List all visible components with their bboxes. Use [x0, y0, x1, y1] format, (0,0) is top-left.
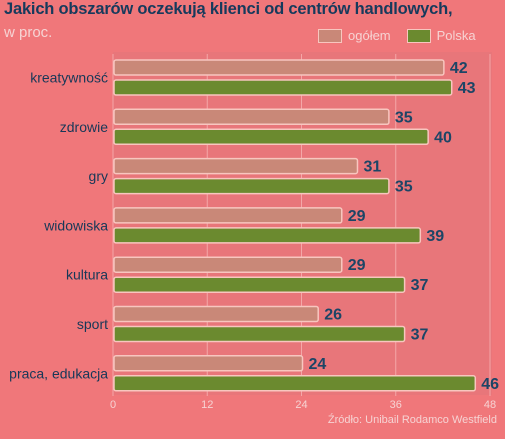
- bar-ogolem: [113, 157, 359, 175]
- bar-ogolem: [113, 108, 390, 126]
- bar-polska: [113, 79, 453, 96]
- legend: ogółem Polska: [318, 28, 492, 43]
- category-label: praca, edukacja: [9, 365, 108, 381]
- value-label: 37: [411, 327, 429, 344]
- legend-item-polska: Polska: [406, 28, 476, 43]
- bar-ogolem: [113, 305, 319, 323]
- legend-label-polska: Polska: [436, 28, 476, 43]
- value-label: 37: [411, 277, 429, 294]
- bar-ogolem: [113, 256, 343, 273]
- bar-polska: [113, 276, 406, 293]
- source-note: Źródło: Unibail Rodamco Westfield: [327, 414, 497, 426]
- chart-title: Jakich obszarów oczekują klienci od cent…: [4, 0, 453, 18]
- category-label: kultura: [66, 267, 108, 283]
- bar-ogolem: [113, 207, 343, 224]
- category-label: sport: [77, 316, 108, 332]
- bar-polska: [113, 375, 477, 392]
- value-label: 29: [348, 257, 366, 274]
- x-tick-label: 0: [110, 399, 116, 411]
- value-label: 39: [426, 228, 444, 245]
- category-label: gry: [89, 168, 108, 184]
- value-label: 42: [450, 60, 468, 77]
- chart-subtitle: w proc.: [4, 24, 53, 41]
- value-label: 40: [434, 129, 452, 146]
- legend-label-ogolem: ogółem: [348, 28, 391, 43]
- bar-polska: [113, 128, 429, 146]
- value-label: 43: [458, 80, 476, 97]
- legend-swatch-ogolem: [318, 28, 342, 43]
- category-label: kreatywność: [30, 70, 108, 86]
- x-tick-label: 12: [201, 399, 213, 411]
- category-label: widowiska: [43, 217, 108, 233]
- value-label: 35: [395, 179, 413, 196]
- x-tick-label: 36: [390, 399, 402, 411]
- legend-item-ogolem: ogółem: [318, 28, 391, 43]
- x-tick-label: 48: [484, 399, 496, 411]
- bar-ogolem: [113, 59, 445, 76]
- value-label: 35: [395, 109, 413, 126]
- value-label: 46: [481, 376, 499, 393]
- bar-ogolem: [113, 355, 304, 372]
- x-tick-label: 24: [295, 399, 307, 411]
- value-label: 31: [363, 159, 381, 176]
- value-label: 29: [348, 208, 366, 225]
- value-label: 26: [324, 307, 342, 324]
- bar-polska: [113, 177, 390, 195]
- bar-polska: [113, 227, 422, 244]
- legend-swatch-polska: [406, 28, 431, 43]
- bar-polska: [113, 325, 406, 343]
- value-label: 24: [309, 356, 327, 373]
- category-label: zdrowie: [60, 119, 108, 135]
